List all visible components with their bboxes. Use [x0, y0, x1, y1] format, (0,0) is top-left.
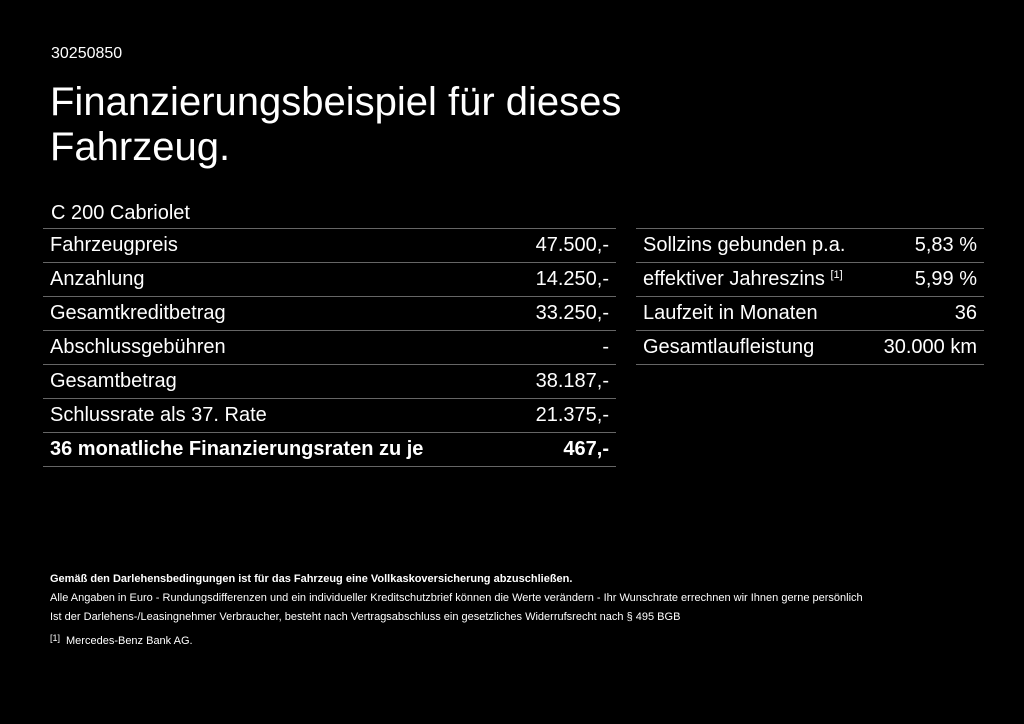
- row-label: Schlussrate als 37. Rate: [43, 398, 511, 433]
- row-value: 38.187,-: [510, 364, 616, 399]
- row-label: Fahrzeugpreis: [43, 228, 511, 263]
- row-value: 5,99 %: [868, 262, 984, 297]
- vehicle-model: C 200 Cabriolet: [51, 202, 190, 224]
- row-value: 5,83 %: [868, 228, 984, 263]
- footnote: [1] Mercedes-Benz Bank AG.: [50, 629, 863, 651]
- interest-table: Sollzins gebunden p.a. 5,83 % effektiver…: [636, 228, 984, 365]
- row-value: 36: [868, 296, 984, 331]
- table-row: Abschlussgebühren -: [43, 330, 616, 365]
- table-row: Gesamtbetrag 38.187,-: [43, 364, 616, 399]
- row-label: effektiver Jahreszins [1]: [636, 262, 869, 297]
- table-row: Gesamtkreditbetrag 33.250,-: [43, 296, 616, 331]
- row-label: Anzahlung: [43, 262, 511, 297]
- row-label: Laufzeit in Monaten: [636, 296, 869, 331]
- page-title: Finanzierungsbeispiel für dieses Fahrzeu…: [50, 80, 622, 169]
- financing-table: Fahrzeugpreis 47.500,- Anzahlung 14.250,…: [43, 228, 616, 467]
- row-value: 21.375,-: [510, 398, 616, 433]
- row-value: -: [510, 330, 616, 365]
- footnote-marker: [1]: [50, 633, 61, 643]
- table-row: Sollzins gebunden p.a. 5,83 %: [636, 228, 984, 263]
- row-label-text: effektiver Jahreszins: [643, 268, 825, 290]
- row-label: Gesamtkreditbetrag: [43, 296, 511, 331]
- row-label: 36 monatliche Finanzierungsraten zu je: [43, 432, 511, 467]
- table-row: Schlussrate als 37. Rate 21.375,-: [43, 398, 616, 433]
- row-value: 47.500,-: [510, 228, 616, 263]
- table-row: Anzahlung 14.250,-: [43, 262, 616, 297]
- monthly-rate-row: 36 monatliche Finanzierungsraten zu je 4…: [43, 432, 616, 467]
- vehicle-code: 30250850: [51, 45, 123, 62]
- row-label: Gesamtbetrag: [43, 364, 511, 399]
- table-row: Fahrzeugpreis 47.500,-: [43, 228, 616, 263]
- insurance-note: Gemäß den Darlehensbedingungen ist für d…: [50, 573, 573, 585]
- table-row: Gesamtlaufleistung 30.000 km: [636, 330, 984, 365]
- withdrawal-note: Ist der Darlehens-/Leasingnehmer Verbrau…: [50, 611, 681, 623]
- row-label: Abschlussgebühren: [43, 330, 511, 365]
- row-label: Sollzins gebunden p.a.: [636, 228, 869, 263]
- disclaimer-line: Alle Angaben in Euro - Rundungsdifferenz…: [50, 592, 863, 604]
- row-value: 33.250,-: [510, 296, 616, 331]
- footnote-text: Mercedes-Benz Bank AG.: [66, 635, 193, 647]
- row-label: Gesamtlaufleistung: [636, 330, 869, 365]
- row-value: 467,-: [510, 432, 616, 467]
- row-value: 14.250,-: [510, 262, 616, 297]
- table-row: Laufzeit in Monaten 36: [636, 296, 984, 331]
- legal-notes: Gemäß den Darlehensbedingungen ist für d…: [50, 570, 863, 651]
- row-value: 30.000 km: [868, 330, 984, 365]
- footnote-ref: [1]: [830, 269, 843, 281]
- table-row: effektiver Jahreszins [1] 5,99 %: [636, 262, 984, 297]
